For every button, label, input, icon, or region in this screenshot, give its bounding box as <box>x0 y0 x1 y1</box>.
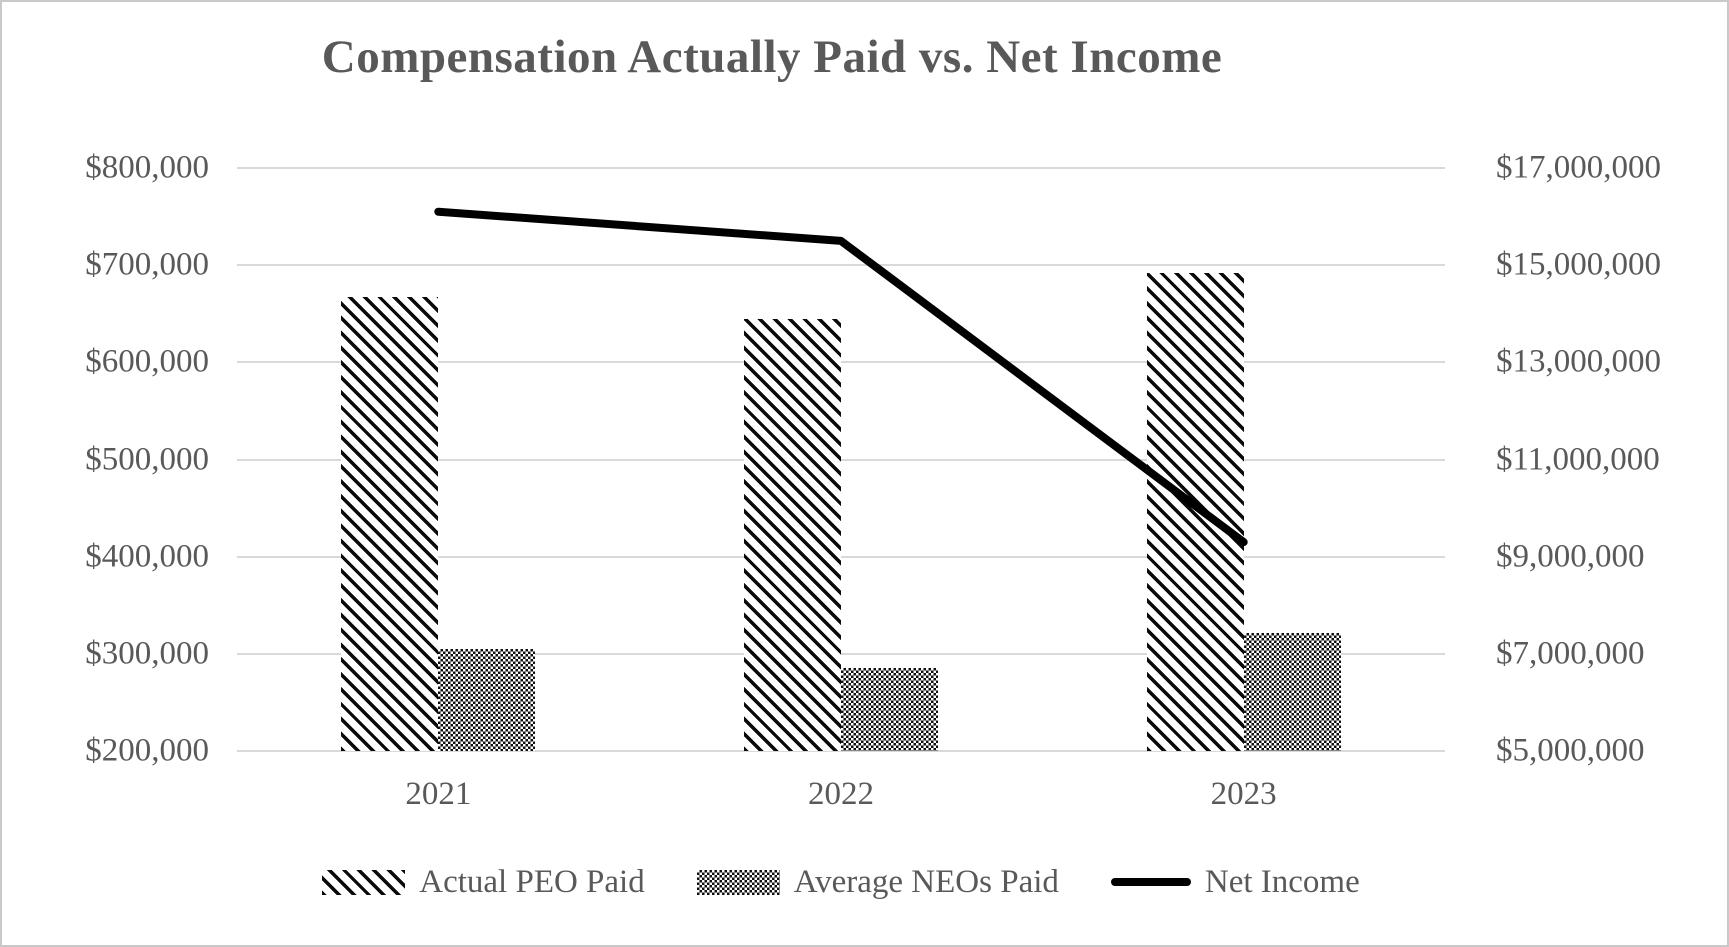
legend-label: Net Income <box>1204 863 1360 900</box>
legend-swatch-actual-peo-paid <box>322 869 406 895</box>
left-axis-tick-label: $500,000 <box>85 441 209 477</box>
x-axis-label-2022: 2022 <box>808 776 874 812</box>
right-axis-tick-label: $7,000,000 <box>1496 635 1645 672</box>
right-axis-tick-label: $9,000,000 <box>1496 538 1645 575</box>
legend: Actual PEO Paid Average NEOs Paid Net In… <box>237 856 1445 908</box>
legend-label: Average NEOs Paid <box>793 863 1059 900</box>
gridline <box>237 167 1445 169</box>
right-axis-tick-label: $17,000,000 <box>1496 149 1661 186</box>
bar-average-neos-paid-2021 <box>438 648 536 751</box>
left-axis-tick-label: $300,000 <box>85 635 209 672</box>
legend-label: Actual PEO Paid <box>419 863 645 900</box>
gridline <box>237 652 1445 655</box>
bar-actual-peo-paid-2022 <box>744 318 841 751</box>
x-axis-label-2023: 2023 <box>1210 776 1277 812</box>
right-axis-tick-label: $15,000,000 <box>1496 246 1661 283</box>
bar-average-neos-paid-2022 <box>841 668 938 751</box>
legend-item-average-neos-paid: Average NEOs Paid <box>696 863 1059 901</box>
gridline <box>237 264 1445 267</box>
left-axis-tick-label: $200,000 <box>85 732 209 769</box>
left-axis-tick-label: $400,000 <box>85 538 209 575</box>
bar-actual-peo-paid-2021 <box>341 297 439 751</box>
left-axis-tick-label: $600,000 <box>85 343 209 380</box>
right-axis-tick-label: $13,000,000 <box>1496 343 1661 380</box>
bar-actual-peo-paid-2023 <box>1146 272 1244 751</box>
gridline <box>237 750 1445 752</box>
gridline <box>237 361 1445 364</box>
net-income-line <box>434 207 1248 547</box>
plot-area <box>237 167 1445 752</box>
legend-swatch-average-neos-paid <box>696 869 780 895</box>
right-axis-tick-label: $11,000,000 <box>1496 441 1660 477</box>
chart-title: Compensation Actually Paid vs. Net Incom… <box>321 31 1223 83</box>
bar-average-neos-paid-2023 <box>1243 633 1341 751</box>
legend-swatch-net-income-line <box>1110 878 1191 886</box>
legend-item-actual-peo-paid: Actual PEO Paid <box>322 863 645 901</box>
gridline <box>237 458 1445 461</box>
gridline <box>237 555 1445 558</box>
x-axis-label-2021: 2021 <box>405 776 472 812</box>
legend-item-net-income: Net Income <box>1110 863 1360 901</box>
left-axis-tick-label: $700,000 <box>85 246 209 283</box>
right-axis-tick-label: $5,000,000 <box>1496 732 1645 769</box>
left-axis-tick-label: $800,000 <box>85 149 209 186</box>
